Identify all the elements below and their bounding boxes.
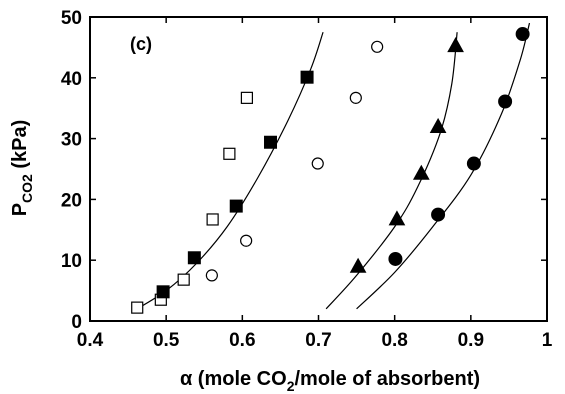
triangle-filled-point (447, 37, 464, 53)
square-open-point (131, 301, 144, 314)
square-filled-point (229, 199, 243, 213)
square-filled-point (187, 251, 201, 265)
y-tick-label: 20 (61, 190, 82, 211)
x-axis-title: α (mole CO2/mole of absorbent) (180, 368, 480, 394)
fit-curve-2 (325, 32, 458, 310)
circle-open-point (240, 234, 253, 247)
square-open-point (177, 273, 190, 286)
x-tick-label: 1 (542, 330, 553, 351)
y-tick-label: 40 (61, 69, 82, 90)
y-axis-title: PCO2 (kPa) (9, 120, 35, 217)
square-open-point (240, 91, 254, 104)
y-tick-label: 30 (61, 130, 82, 151)
x-tick-label: 0.8 (381, 330, 407, 351)
square-filled-point (300, 70, 314, 84)
circle-open-point (205, 269, 218, 282)
y-tick-label: 10 (61, 251, 82, 272)
fit-curve-1 (131, 32, 324, 313)
x-tick-label: 0.6 (229, 330, 255, 351)
circle-filled-point (431, 207, 446, 222)
x-axis-ticks: 0.4 0.5 0.6 0.7 0.8 0.9 1 (77, 17, 553, 351)
x-tick-label: 0.7 (305, 330, 331, 351)
circle-filled-point (388, 251, 403, 266)
y-tick-label: 0 (71, 312, 82, 333)
triangle-filled-point (388, 210, 406, 226)
square-filled-point (264, 135, 278, 149)
triangle-filled-point (412, 164, 430, 180)
triangle-filled-point (349, 257, 367, 273)
x-tick-label: 0.5 (153, 330, 180, 351)
fit-curve-3 (356, 22, 531, 310)
y-tick-label: 50 (61, 8, 82, 29)
x-tick-label: 0.4 (77, 330, 104, 351)
circle-open-point (311, 157, 324, 170)
circle-filled-point (466, 156, 481, 171)
circle-filled-point (498, 94, 513, 109)
square-open-point (206, 213, 219, 226)
circle-open-point (371, 40, 384, 53)
data-markers (131, 27, 530, 314)
panel-label: (c) (130, 34, 152, 54)
x-tick-label: 0.9 (458, 330, 484, 351)
y-axis-ticks: 0 10 20 30 40 50 (61, 8, 547, 333)
circle-open-point (349, 91, 362, 104)
square-open-point (223, 147, 236, 160)
triangle-filled-point (429, 117, 447, 133)
circle-filled-point (515, 27, 530, 42)
square-filled-point (156, 285, 170, 299)
